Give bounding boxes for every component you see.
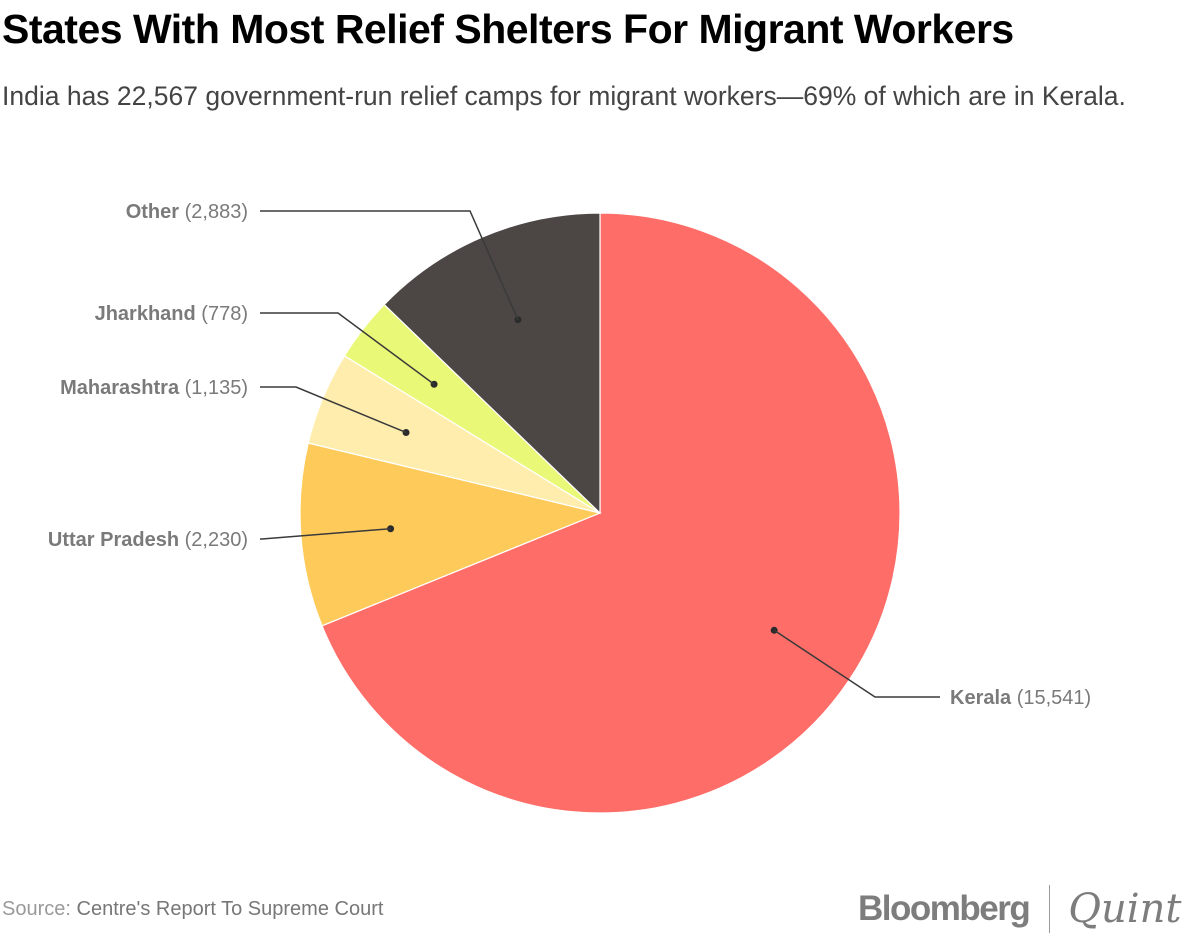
leader-line-kerala — [773, 629, 940, 698]
slice-label-value: (15,541) — [1017, 687, 1092, 709]
slice-label-value: (2,230) — [185, 529, 248, 551]
slice-label-value: (2,883) — [185, 201, 248, 223]
slice-label-name: Other — [126, 201, 185, 223]
source-note: Source: Centre's Report To Supreme Court — [2, 898, 383, 921]
slice-label-value: (778) — [201, 303, 248, 325]
pie-slice-other — [383, 212, 601, 515]
slice-label-name: Uttar Pradesh — [48, 529, 185, 551]
slice-label-name: Kerala — [950, 687, 1017, 709]
logo-quint: Quint — [1068, 886, 1182, 932]
slice-label-maharashtra: Maharashtra (1,135) — [60, 377, 248, 399]
leader-lines — [260, 210, 940, 698]
pie-slices — [299, 212, 901, 814]
leader-line-jharkhand — [260, 312, 435, 385]
slice-labels: Kerala (15,541) Uttar Pradesh (2,230) Maha… — [48, 201, 1091, 709]
logo-divider — [1049, 885, 1051, 933]
slice-label-jharkhand: Jharkhand (778) — [95, 303, 248, 325]
leader-line-other — [260, 210, 519, 320]
slice-label-uttar-pradesh: Uttar Pradesh (2,230) — [48, 529, 248, 551]
source-text: Centre's Report To Supreme Court — [76, 898, 384, 920]
slice-label-other: Other (2,883) — [126, 201, 248, 223]
source-label: Source: — [2, 898, 71, 920]
publisher-logo: Bloomberg Quint — [858, 884, 1181, 934]
slice-label-value: (1,135) — [185, 377, 248, 399]
chart-subtitle: India has 22,567 government-run relief c… — [2, 81, 1126, 111]
leader-line-maharashtra — [260, 386, 407, 434]
logo-bloomberg: Bloomberg — [858, 889, 1031, 928]
chart-title: States With Most Relief Shelters For Mig… — [2, 6, 1014, 52]
slice-label-name: Jharkhand — [95, 303, 202, 325]
slice-label-kerala: Kerala (15,541) — [950, 687, 1091, 709]
slice-label-name: Maharashtra — [60, 377, 185, 399]
leader-line-uttar-pradesh — [260, 527, 391, 540]
